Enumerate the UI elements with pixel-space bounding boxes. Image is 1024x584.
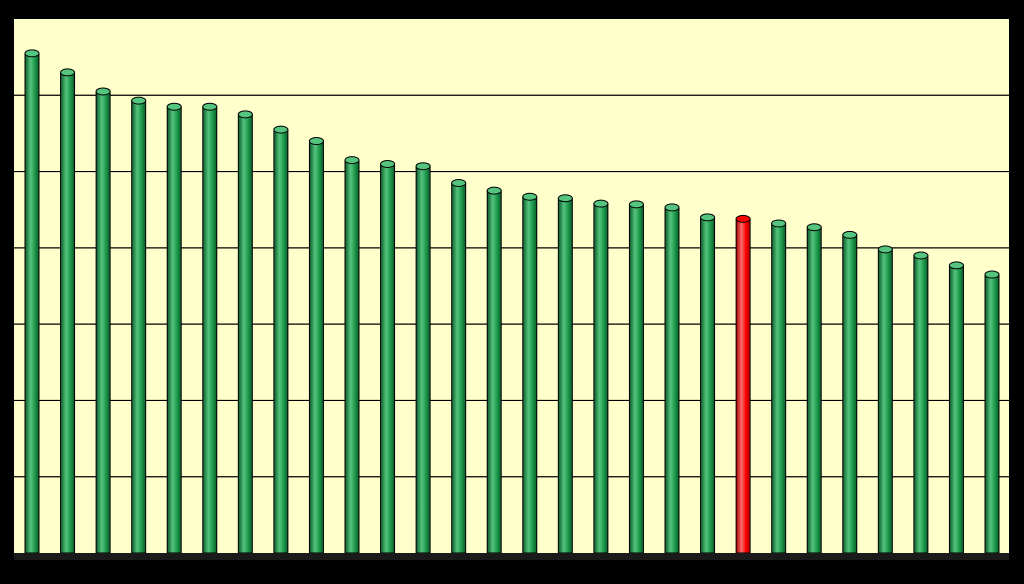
bar	[237, 110, 253, 554]
bar-body	[771, 222, 787, 554]
bar-body	[842, 234, 858, 554]
bar-cap	[664, 203, 680, 212]
bar-cap	[95, 87, 111, 96]
bar	[628, 200, 644, 554]
bar-cap	[735, 214, 751, 223]
bar	[984, 270, 1000, 554]
bar-cap	[557, 194, 573, 203]
bar-cap	[237, 110, 253, 119]
bar-cap	[806, 223, 822, 232]
bar-body	[380, 163, 396, 554]
bar-cap	[202, 102, 218, 111]
bar	[380, 159, 396, 554]
bar	[771, 219, 787, 554]
bar	[273, 125, 289, 554]
plot-area	[14, 19, 1009, 553]
bar-body	[60, 71, 76, 554]
bar	[806, 223, 822, 554]
bar-series	[24, 49, 1000, 554]
bar	[593, 199, 609, 554]
bar-cap	[522, 192, 538, 201]
bar-body	[522, 196, 538, 554]
bar	[308, 137, 324, 554]
bar	[700, 213, 716, 554]
chart-floor	[14, 553, 1009, 560]
bar	[202, 102, 218, 554]
bar-cap	[628, 200, 644, 209]
bar-body	[984, 274, 1000, 554]
bar-cap	[593, 199, 609, 208]
bar-cap	[60, 68, 76, 77]
bar	[95, 87, 111, 554]
bar-body	[664, 206, 680, 554]
bar	[913, 251, 929, 554]
bar-body	[948, 264, 964, 554]
bar	[842, 230, 858, 554]
bar-body	[700, 216, 716, 554]
bar-cap	[308, 137, 324, 146]
bar-cap	[451, 179, 467, 188]
bar-cap	[415, 162, 431, 171]
bar-body	[166, 106, 182, 554]
bar-body	[877, 248, 893, 554]
bar-body	[593, 203, 609, 554]
bar-body	[735, 218, 751, 554]
bar-cap	[948, 261, 964, 270]
bar-body	[24, 52, 40, 554]
bar-body	[806, 226, 822, 554]
bar-body	[308, 140, 324, 554]
bar-cap	[877, 245, 893, 254]
bar	[24, 49, 40, 554]
bar-body	[344, 159, 360, 554]
bar-body	[95, 90, 111, 554]
bar	[486, 186, 502, 554]
bar	[522, 192, 538, 554]
bar-cap	[131, 96, 147, 105]
bar-body	[628, 203, 644, 554]
bar	[451, 179, 467, 554]
bar-body	[202, 106, 218, 554]
bar-cap	[984, 270, 1000, 279]
bar	[948, 261, 964, 554]
bar-cap	[24, 49, 40, 58]
bar-cap	[771, 219, 787, 228]
bar-cap	[700, 213, 716, 222]
bar-body	[451, 182, 467, 554]
bar-body	[131, 100, 147, 554]
bar-body	[486, 190, 502, 554]
bar	[344, 156, 360, 554]
bar-cap	[913, 251, 929, 260]
bar-highlighted	[735, 214, 751, 554]
bar-cap	[380, 159, 396, 168]
bar-body	[273, 129, 289, 554]
bar-cap	[486, 186, 502, 195]
bar-cap	[166, 102, 182, 111]
bar-cap	[344, 156, 360, 165]
bar-body	[415, 165, 431, 554]
bar-body	[913, 254, 929, 554]
bar	[415, 162, 431, 554]
bar	[664, 203, 680, 554]
bar	[877, 245, 893, 554]
bar	[166, 102, 182, 554]
bar	[60, 68, 76, 554]
bar-cap	[842, 230, 858, 239]
bar	[557, 194, 573, 554]
bar-body	[237, 113, 253, 554]
bar-cap	[273, 125, 289, 134]
bar	[131, 96, 147, 554]
bar-body	[557, 197, 573, 554]
